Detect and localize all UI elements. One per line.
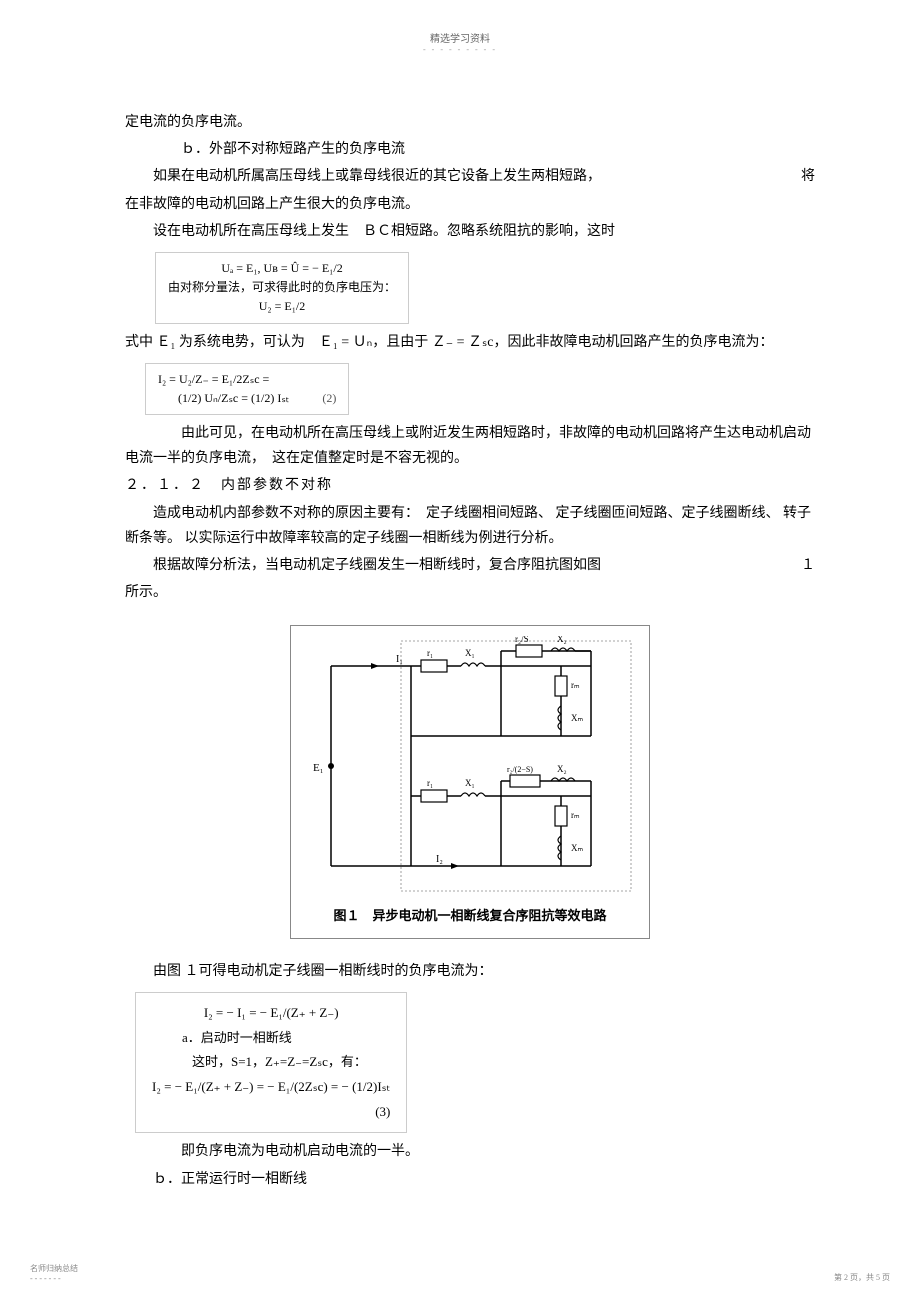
label-r2s-bot: r₂/(2−S) xyxy=(507,765,533,774)
header-title: 精选学习资料 xyxy=(0,30,920,45)
formula-line: (1/2) Uₙ/Zₛc = (1/2) Iₛₜ xyxy=(178,391,289,405)
formula-box-1: Uₐ = E₁, Uʙ = Û = − E₁/2 由对称分量法，可求得此时的负… xyxy=(155,252,409,324)
label-Xm-bot: Xₘ xyxy=(571,843,583,853)
label-r1-top: r₁ xyxy=(427,648,433,658)
label-r1-bot: r₁ xyxy=(427,778,433,788)
text: 根据故障分析法，当电动机定子线圈发生一相断线时，复合序阻抗图如图 xyxy=(153,558,601,573)
label-r2s-top: r₂/S xyxy=(515,636,529,644)
label-rm-top: rₘ xyxy=(571,680,580,690)
label-I1: I₁ xyxy=(396,654,403,665)
main-content: 定电流的负序电流。 ｂ．外部不对称短路产生的负序电流 如果在电动机所属高压母线上… xyxy=(125,110,815,1194)
formula-line: I₂ = U₂/Z₋ = E₁/2Zₛc = xyxy=(158,372,269,386)
formula-box-2: I₂ = U₂/Z₋ = E₁/2Zₛc = (1/2) Uₙ/Zₛc = (1… xyxy=(145,363,349,415)
paragraph: 所示。 xyxy=(125,580,815,605)
formula-line: a．启动时一相断线 xyxy=(182,1026,390,1051)
formula-line: 由对称分量法，可求得此时的负序电压为： xyxy=(168,278,396,297)
figure-caption: 图１ 异步电动机一相断线复合序阻抗等效电路 xyxy=(301,904,639,927)
label-E1: E₁ xyxy=(313,762,324,774)
footer-left-sub: - - - - - - - xyxy=(30,1274,61,1283)
formula-box-3: I₂ = − I₁ = − E₁/(Z₊ + Z₋) a．启动时一相断线 这时，… xyxy=(135,992,407,1133)
formula-line: Uₐ = E₁, Uʙ = Û = − E₁/2 xyxy=(168,259,396,278)
formula-line: U₂ = E₁/2 xyxy=(168,297,396,316)
label-X2-bot: X₂ xyxy=(557,764,567,774)
paragraph: 由图 １可得电动机定子线圈一相断线时的负序电流为： xyxy=(125,959,815,984)
paragraph: 如果在电动机所属高压母线上或靠母线很近的其它设备上发生两相短路， 将 xyxy=(125,164,815,189)
circuit-diagram-figure: E₁ I₁ r₁ X₁ r₂/S X₂ xyxy=(290,625,650,938)
label-X2-top: X₂ xyxy=(557,636,567,644)
paragraph: 定电流的负序电流。 xyxy=(125,110,815,135)
paragraph: 造成电动机内部参数不对称的原因主要有： 定子线圈相间短路、 定子线圈匝间短路、定… xyxy=(125,501,815,551)
label-Xm-top: Xₘ xyxy=(571,713,583,723)
text: 将 xyxy=(773,164,815,189)
paragraph: 即负序电流为电动机启动电流的一半。 xyxy=(125,1139,815,1164)
paragraph: ｂ．正常运行时一相断线 xyxy=(125,1167,815,1192)
text: １ xyxy=(773,553,815,578)
paragraph: 由此可见，在电动机所在高压母线上或附近发生两相短路时，非故障的电动机回路将产生达… xyxy=(125,421,815,471)
label-I2: I₂ xyxy=(436,854,443,865)
section-heading: ２．１．２ 内部参数不对称 xyxy=(125,473,815,498)
label-X1-bot: X₁ xyxy=(465,778,475,788)
footer-right: 第 2 页，共 5 页 xyxy=(834,1272,890,1283)
formula-line: I₂ = − I₁ = − E₁/(Z₊ + Z₋) xyxy=(152,1001,390,1026)
paragraph: 根据故障分析法，当电动机定子线圈发生一相断线时，复合序阻抗图如图 １ xyxy=(125,553,815,578)
page-header: 精选学习资料 - - - - - - - - - xyxy=(0,30,920,54)
footer-left: 名师归纳总结 - - - - - - - xyxy=(30,1263,78,1283)
footer-left-text: 名师归纳总结 xyxy=(30,1264,78,1273)
paragraph: 在非故障的电动机回路上产生很大的负序电流。 xyxy=(125,192,815,217)
label-rm-bot: rₘ xyxy=(571,810,580,820)
circuit-svg: E₁ I₁ r₁ X₁ r₂/S X₂ xyxy=(301,636,641,896)
equation-number: (3) xyxy=(152,1100,390,1125)
paragraph: ｂ．外部不对称短路产生的负序电流 xyxy=(125,137,815,162)
formula-line: 这时，S=1，Z₊=Z₋=Zₛc，有： xyxy=(192,1050,390,1075)
header-subtitle: - - - - - - - - - xyxy=(0,45,920,54)
paragraph: 式中 Ｅ₁ 为系统电势，可认为 Ｅ₁ = Ｕₙ，且由于 Ｚ₋ = Ｚₛc，因此非… xyxy=(125,330,815,355)
label-X1-top: X₁ xyxy=(465,648,475,658)
formula-line: I₂ = − E₁/(Z₊ + Z₋) = − E₁/(2Zₛc) = − (1… xyxy=(152,1075,390,1100)
paragraph: 设在电动机所在高压母线上发生 ＢＣ相短路。忽略系统阻抗的影响，这时 xyxy=(125,219,815,244)
equation-number: (2) xyxy=(322,391,336,405)
text: 如果在电动机所属高压母线上或靠母线很近的其它设备上发生两相短路， xyxy=(153,169,601,184)
